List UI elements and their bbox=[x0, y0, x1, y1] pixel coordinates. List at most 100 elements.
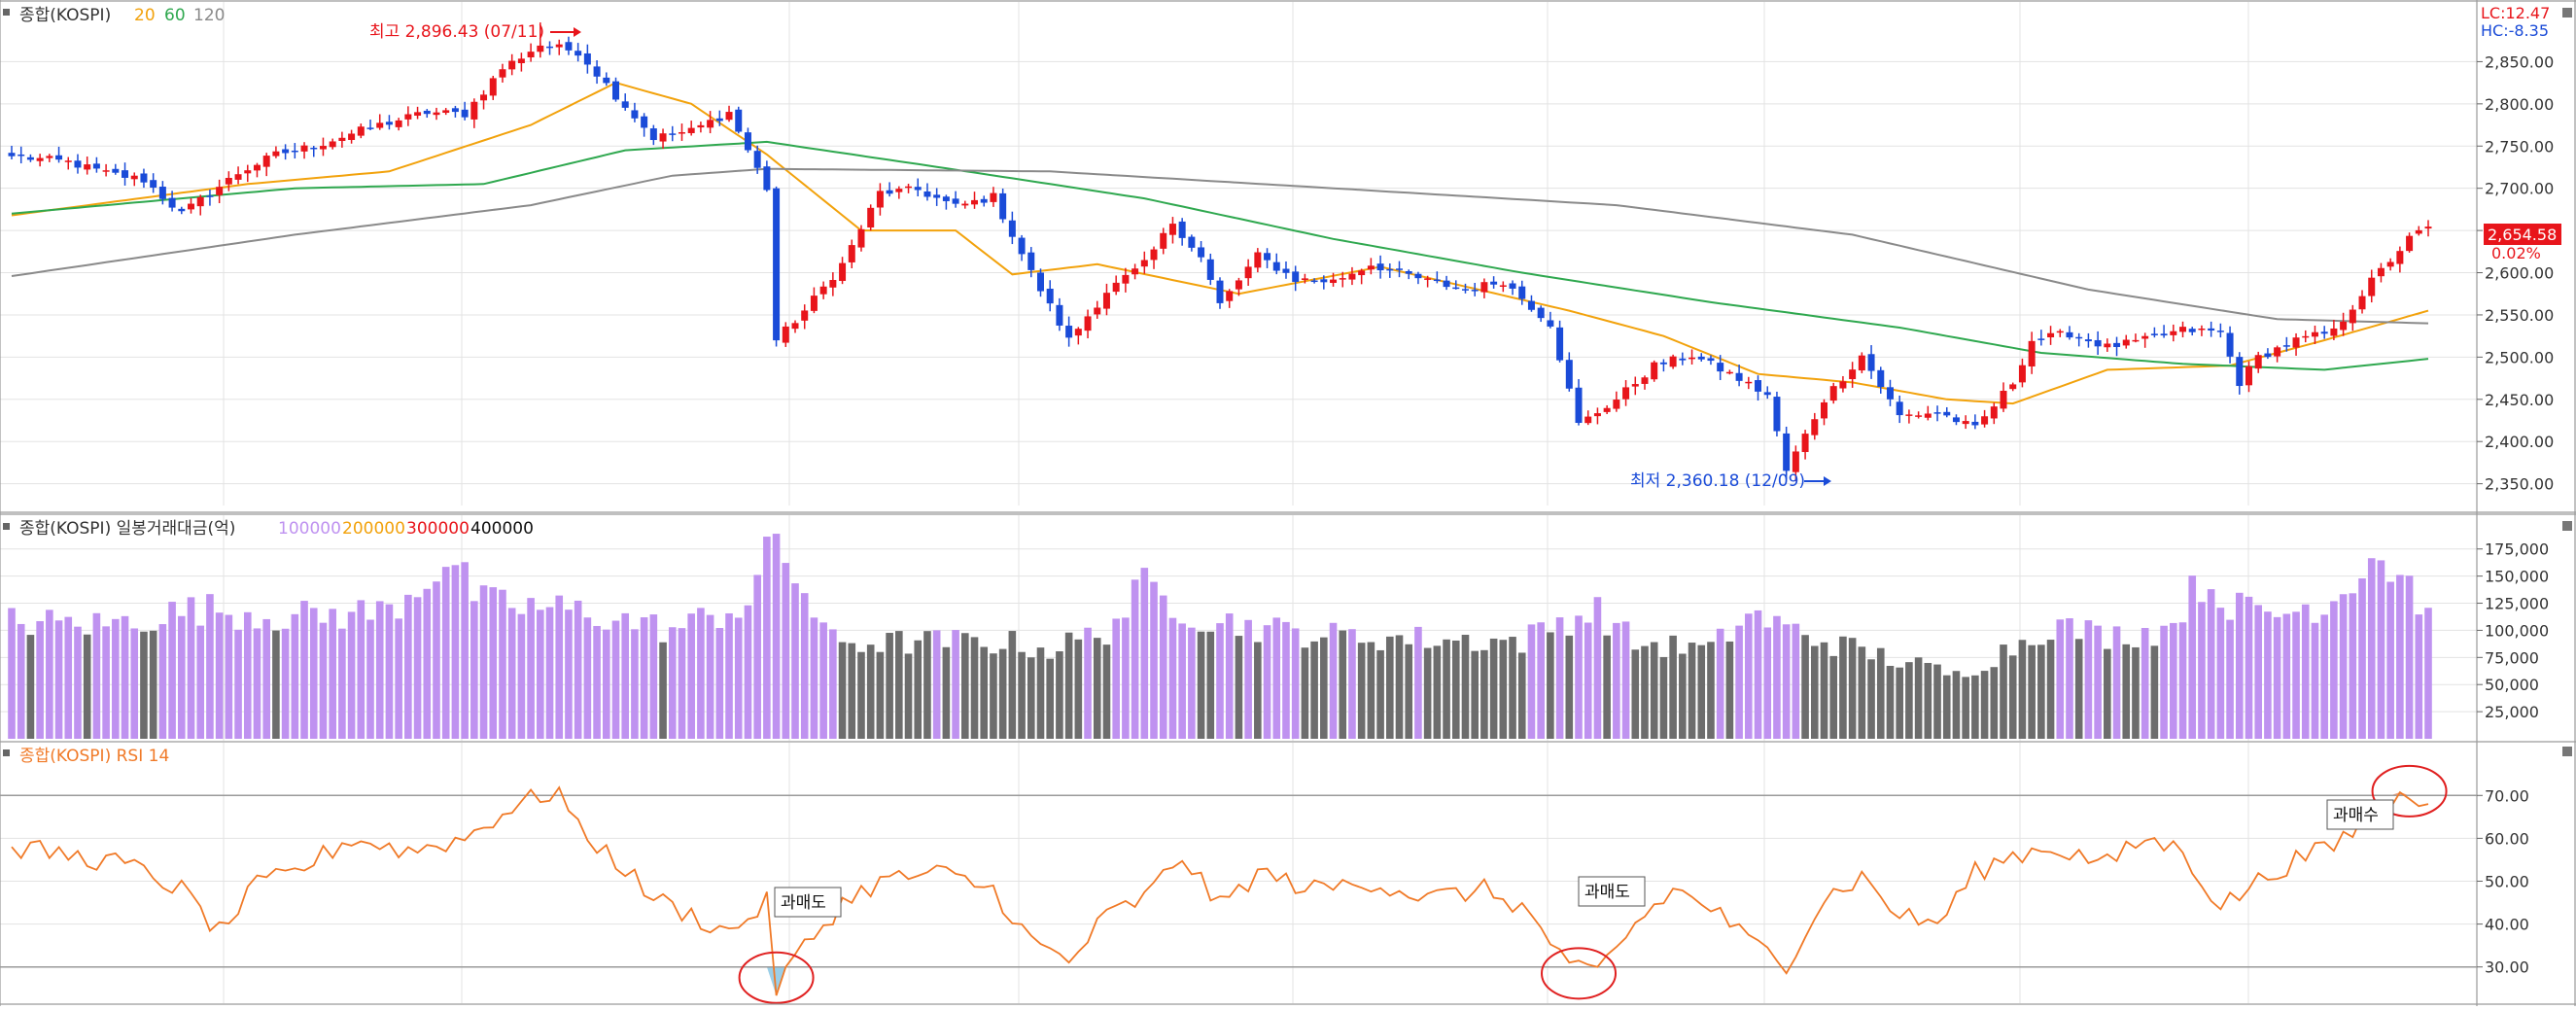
volume-bar bbox=[2094, 626, 2102, 739]
volume-bar bbox=[348, 611, 356, 739]
candle bbox=[1773, 392, 1780, 436]
volume-bar bbox=[480, 585, 488, 739]
volume-bar bbox=[2320, 614, 2328, 739]
volume-bar bbox=[2350, 593, 2357, 739]
volume-bar bbox=[1896, 668, 1903, 739]
volume-bar bbox=[1905, 662, 1913, 739]
volume-bar bbox=[1660, 657, 1668, 739]
price-panel-menu-icon[interactable] bbox=[3, 9, 10, 16]
volume-bar bbox=[168, 602, 176, 739]
volume-bar bbox=[1783, 624, 1791, 739]
volume-bar bbox=[1330, 623, 1338, 739]
volume-bar bbox=[1178, 623, 1186, 739]
volume-bar bbox=[2274, 617, 2281, 739]
volume-bar bbox=[980, 646, 988, 739]
volume-bar bbox=[679, 628, 686, 739]
volume-bar bbox=[2056, 619, 2064, 739]
price-panel-title: 종합(KOSPI) bbox=[19, 6, 111, 25]
volume-bar bbox=[1396, 635, 1404, 739]
volume-bar bbox=[1236, 636, 1243, 739]
volume-bar bbox=[1084, 628, 1092, 739]
volume-bar bbox=[1075, 640, 1083, 739]
volume-bar bbox=[1943, 676, 1951, 739]
volume-bar bbox=[1244, 620, 1252, 739]
price-tick-label: 2,750.00 bbox=[2485, 137, 2554, 156]
volume-bar bbox=[895, 631, 903, 739]
volume-tick-label: 100,000 bbox=[2485, 621, 2549, 640]
volume-bar bbox=[1971, 676, 1979, 739]
volume-bar bbox=[1358, 643, 1366, 739]
volume-bar bbox=[848, 644, 855, 739]
volume-bar bbox=[877, 652, 885, 739]
rsi-panel-title: 종합(KOSPI) RSI 14 bbox=[19, 747, 169, 766]
low-annotation: 최저 2,360.18 (12/09) bbox=[1630, 471, 1805, 491]
volume-bar bbox=[338, 629, 346, 739]
volume-bar bbox=[1103, 644, 1111, 739]
volume-bar bbox=[395, 618, 402, 739]
volume-bar bbox=[376, 601, 384, 739]
rsi-tick-label: 60.00 bbox=[2485, 829, 2529, 848]
volume-bar bbox=[254, 628, 261, 739]
volume-bar bbox=[1452, 641, 1460, 739]
volume-bar bbox=[2378, 560, 2385, 739]
volume-bar bbox=[801, 593, 809, 739]
volume-bar bbox=[499, 590, 506, 739]
volume-bar bbox=[2122, 644, 2130, 739]
volume-bar bbox=[1254, 642, 1262, 739]
volume-bar bbox=[1056, 651, 1063, 739]
rsi-tick-label: 50.00 bbox=[2485, 873, 2529, 891]
volume-bar bbox=[697, 608, 705, 739]
volume-bar bbox=[46, 609, 53, 739]
volume-bar bbox=[565, 609, 573, 739]
volume-bar bbox=[2226, 620, 2234, 739]
volume-bar bbox=[1018, 652, 1026, 739]
volume-bar bbox=[329, 609, 336, 739]
oversold-callout-2: 과매도 bbox=[1584, 883, 1630, 902]
volume-bar bbox=[1925, 663, 1932, 739]
volume-bar bbox=[1821, 643, 1828, 739]
volume-bar bbox=[773, 534, 781, 739]
volume-bar bbox=[93, 613, 101, 739]
volume-bar bbox=[55, 620, 63, 739]
volume-bar bbox=[1386, 637, 1394, 739]
volume-bar bbox=[1811, 645, 1819, 739]
volume-bar bbox=[1877, 648, 1885, 739]
volume-bar bbox=[1339, 631, 1346, 739]
volume-panel-menu-icon[interactable] bbox=[3, 523, 10, 530]
volume-bar bbox=[64, 617, 72, 739]
volume-bar bbox=[2198, 602, 2206, 739]
volume-bar bbox=[990, 653, 997, 739]
volume-bar bbox=[1216, 623, 1224, 739]
volume-bar bbox=[1009, 631, 1017, 739]
volume-bar bbox=[933, 630, 941, 739]
volume-bar bbox=[886, 633, 893, 739]
volume-bar bbox=[2037, 644, 2045, 739]
volume-bar bbox=[1603, 636, 1611, 739]
volume-bar bbox=[1679, 654, 1687, 739]
price-tick-label: 2,350.00 bbox=[2485, 475, 2554, 494]
rsi-panel-menu-icon[interactable] bbox=[3, 749, 10, 756]
volume-bar bbox=[300, 601, 308, 739]
volume-panel-maximize-icon[interactable] bbox=[2562, 521, 2572, 531]
volume-bar bbox=[442, 567, 450, 739]
volume-tick-label: 25,000 bbox=[2485, 703, 2539, 721]
price-tick-label: 2,800.00 bbox=[2485, 95, 2554, 114]
volume-bar bbox=[1480, 650, 1488, 739]
volume-bar bbox=[2179, 622, 2187, 739]
volume-bar bbox=[1368, 643, 1375, 739]
candle bbox=[867, 204, 874, 230]
volume-bar bbox=[1859, 646, 1866, 739]
volume-bar bbox=[961, 633, 969, 739]
volume-bar bbox=[1528, 624, 1536, 739]
volume-bar bbox=[669, 627, 677, 739]
rsi-tick-label: 70.00 bbox=[2485, 786, 2529, 805]
volume-bar bbox=[112, 619, 120, 739]
volume-bar bbox=[2085, 620, 2093, 739]
volume-bar bbox=[1112, 618, 1120, 739]
volume-bar bbox=[1471, 651, 1479, 739]
volume-bar bbox=[1027, 657, 1035, 739]
volume-bar bbox=[358, 600, 366, 739]
rsi-panel-maximize-icon[interactable] bbox=[2562, 747, 2572, 756]
volume-bar bbox=[102, 626, 110, 739]
price-panel-maximize-icon[interactable] bbox=[2562, 8, 2572, 17]
